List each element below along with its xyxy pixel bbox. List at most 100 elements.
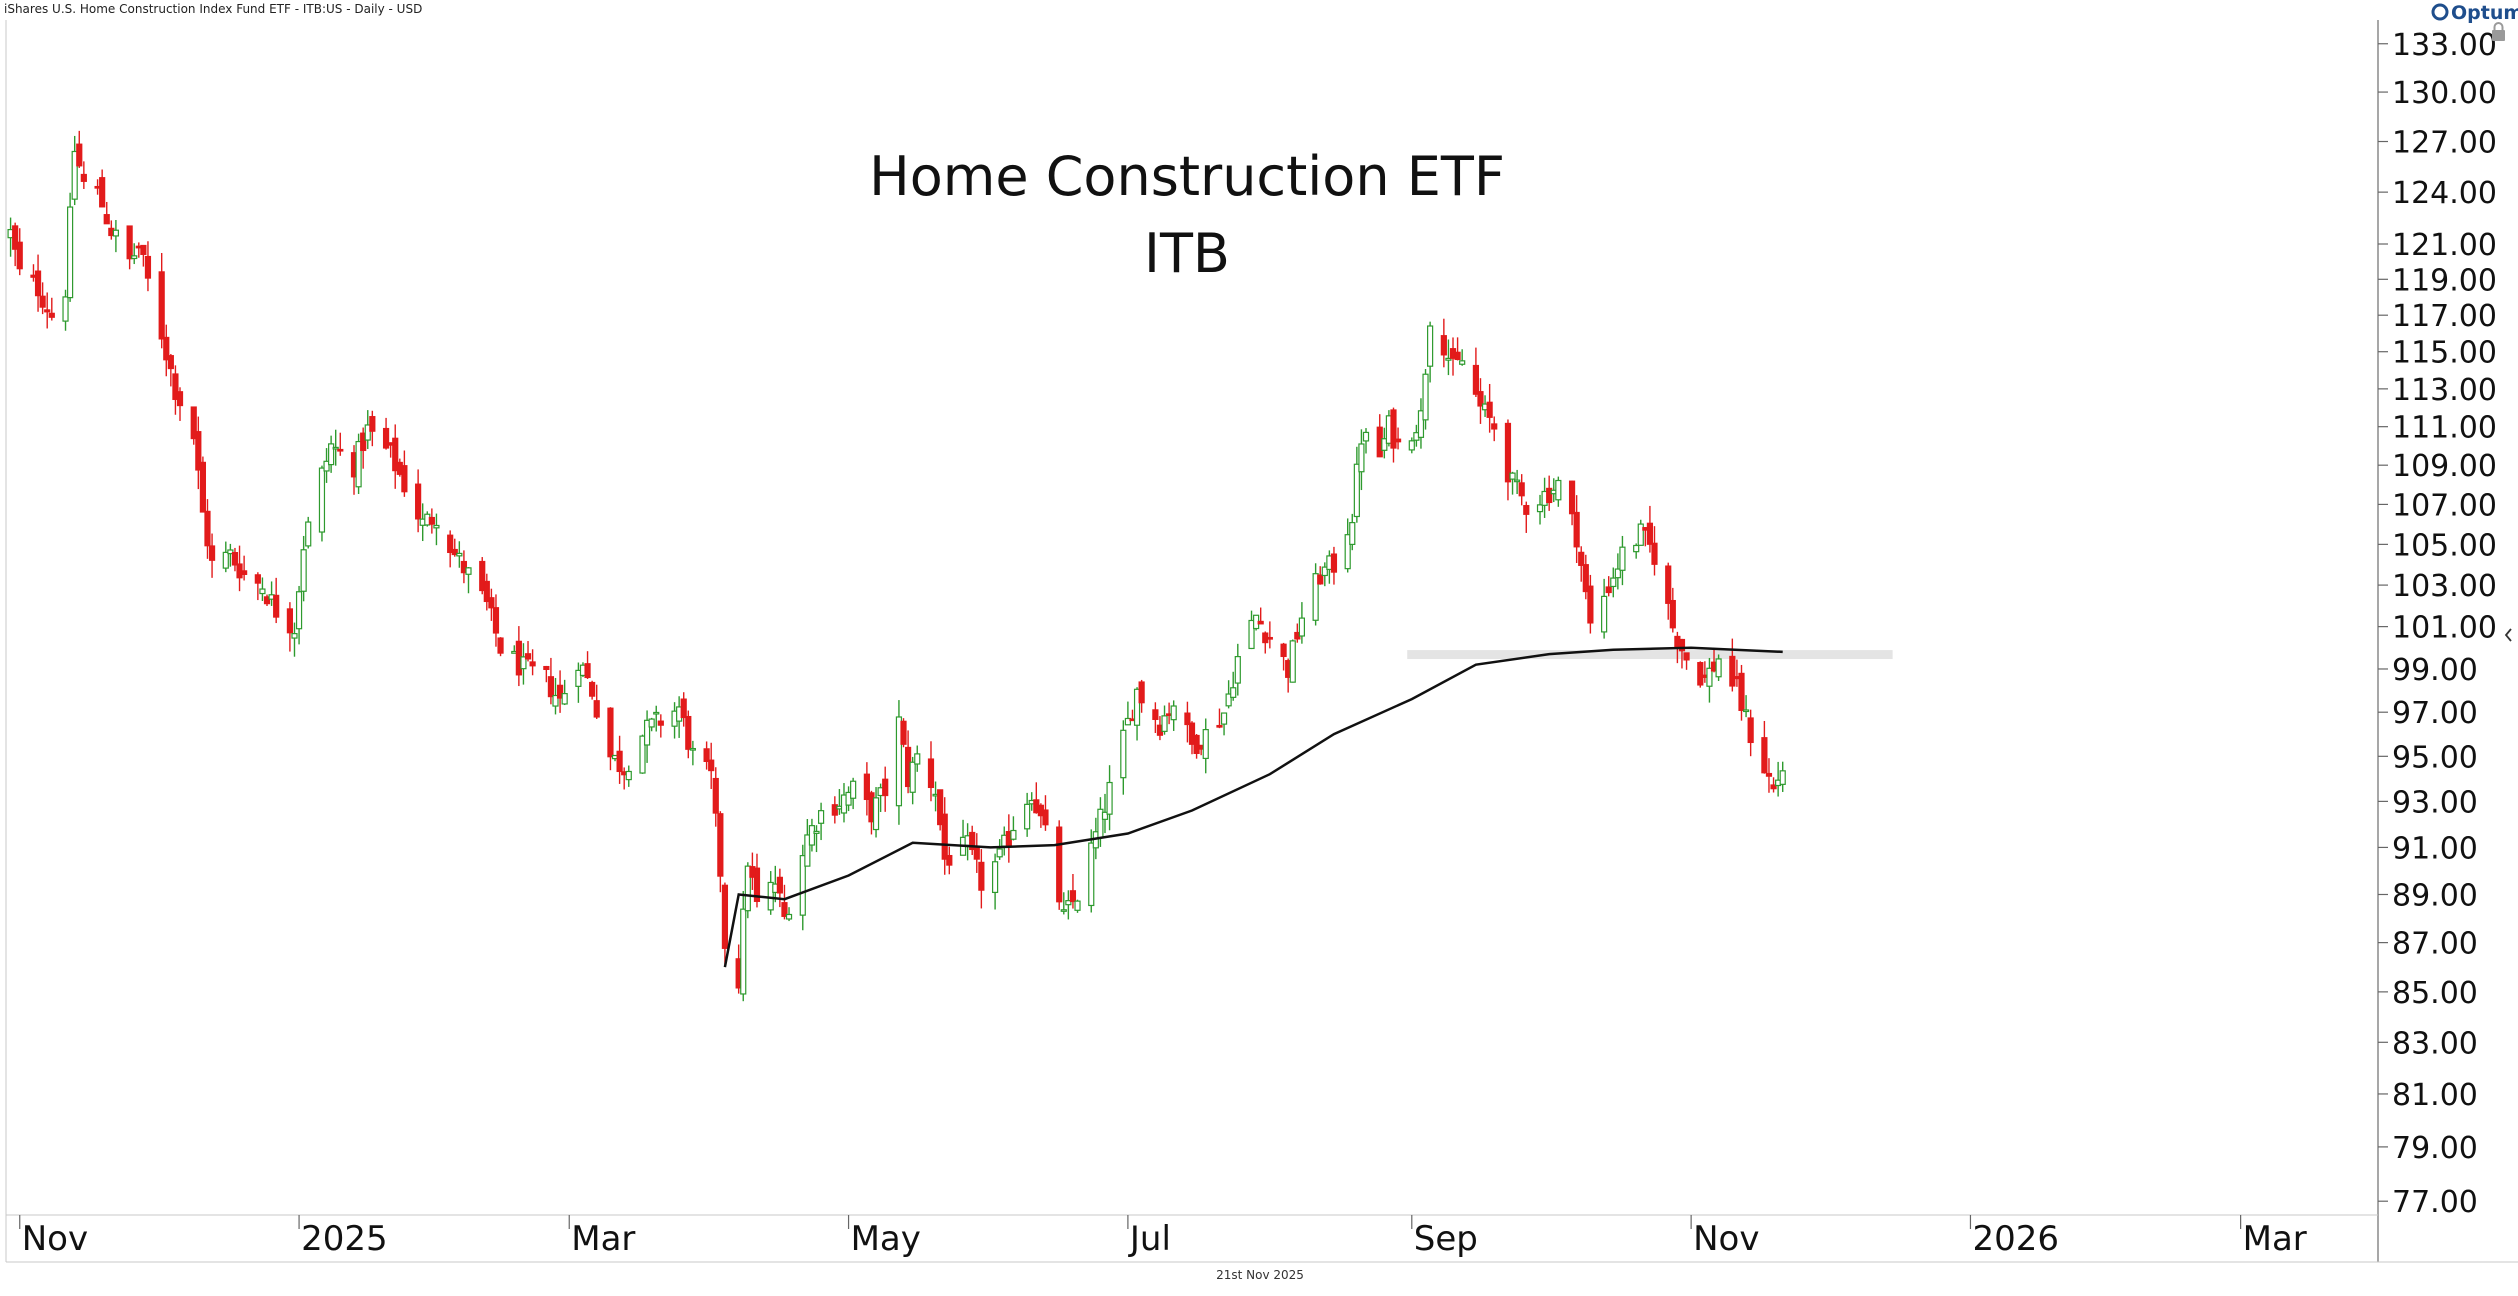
candle: [273, 577, 280, 624]
candle: [776, 868, 783, 908]
candle: [447, 530, 454, 568]
candle: [144, 241, 152, 292]
candle-body: [1362, 431, 1370, 442]
candle-body: [254, 574, 261, 584]
candle-body: [543, 665, 550, 670]
lock-icon[interactable]: [2492, 22, 2505, 41]
candle-body: [589, 681, 596, 697]
y-tick-label: 97.00: [2392, 696, 2478, 731]
y-tick-label: 95.00: [2392, 740, 2478, 775]
candle: [561, 679, 568, 706]
candle: [575, 662, 582, 703]
candle: [1477, 378, 1484, 424]
candle: [195, 416, 202, 490]
candle: [1523, 501, 1530, 533]
candle-body: [447, 534, 454, 554]
candle-body: [785, 913, 793, 920]
candle: [401, 450, 408, 497]
candle: [1546, 475, 1553, 511]
candle: [1298, 602, 1305, 644]
candle: [1161, 705, 1168, 735]
candle: [831, 796, 838, 824]
candle: [1665, 562, 1672, 620]
candle: [1138, 679, 1145, 713]
candle-body: [1042, 809, 1049, 826]
candle-body: [740, 908, 747, 995]
candle: [76, 130, 83, 168]
y-tick-label: 83.00: [2392, 1026, 2478, 1061]
candle-body: [451, 548, 458, 556]
candle-body: [1651, 542, 1658, 565]
candle-body: [44, 309, 51, 313]
candle-body: [1280, 643, 1287, 658]
candle: [1321, 562, 1328, 587]
candle: [1353, 446, 1360, 523]
candle-body: [1742, 709, 1750, 713]
candle-body: [332, 446, 339, 450]
candle: [740, 890, 747, 1002]
candle-body: [1427, 325, 1434, 367]
candle-body: [1678, 638, 1686, 652]
candle-body: [1582, 564, 1589, 593]
candle-body: [1056, 826, 1063, 903]
candle-body: [776, 876, 783, 894]
candle: [295, 585, 303, 645]
candle-body: [16, 241, 23, 270]
candle-body: [479, 560, 486, 592]
candle: [126, 225, 133, 270]
candle: [1280, 642, 1287, 671]
candle: [163, 324, 170, 377]
candle-body: [295, 591, 303, 630]
candle: [112, 220, 119, 253]
candle-body: [946, 854, 953, 866]
candle: [364, 410, 371, 449]
candle: [1706, 657, 1713, 703]
candlestick-series: [7, 130, 1786, 1002]
candle-body: [337, 448, 344, 452]
candle: [712, 767, 719, 827]
candle: [1216, 708, 1223, 729]
candle-body: [781, 902, 788, 917]
candle: [616, 735, 623, 784]
candle: [543, 665, 550, 683]
moving-average-layer: [723, 646, 1783, 968]
instrument-header: iShares U.S. Home Construction Index Fun…: [4, 2, 422, 16]
candle: [1646, 505, 1654, 553]
candle-body: [1770, 784, 1777, 790]
candle: [1669, 587, 1676, 633]
candle-body: [927, 758, 935, 789]
candle-body: [382, 427, 390, 449]
candle: [1683, 652, 1690, 670]
candle-body: [318, 467, 326, 533]
candle-body: [140, 244, 147, 255]
candle-body: [895, 716, 903, 807]
candle: [520, 643, 527, 685]
candle: [804, 818, 811, 867]
candle: [1747, 709, 1754, 757]
candle-body: [305, 521, 312, 547]
candle: [648, 717, 655, 732]
x-tick-label: 2026: [1972, 1219, 2059, 1259]
candle-body: [497, 637, 504, 654]
candle: [71, 135, 78, 206]
y-tick-label: 85.00: [2392, 976, 2478, 1011]
candle-body: [1486, 401, 1493, 418]
candle-body: [176, 391, 184, 407]
y-tick-label: 87.00: [2392, 927, 2478, 962]
candle-body: [639, 735, 646, 774]
candle-body: [708, 759, 715, 772]
candle-body: [1445, 357, 1452, 361]
candle-body: [259, 588, 266, 595]
candle: [1220, 712, 1228, 736]
y-tick-label: 93.00: [2392, 785, 2478, 820]
chevron-left-icon[interactable]: [2502, 622, 2518, 648]
candle-body: [1417, 410, 1425, 438]
candle-body: [483, 580, 490, 603]
candle-body: [1614, 568, 1621, 579]
candle-body: [1394, 438, 1402, 443]
candle: [556, 670, 564, 713]
y-tick-label: 77.00: [2392, 1185, 2478, 1220]
candle-body: [689, 747, 696, 751]
candle-body: [712, 777, 719, 814]
candle-body: [900, 720, 907, 745]
